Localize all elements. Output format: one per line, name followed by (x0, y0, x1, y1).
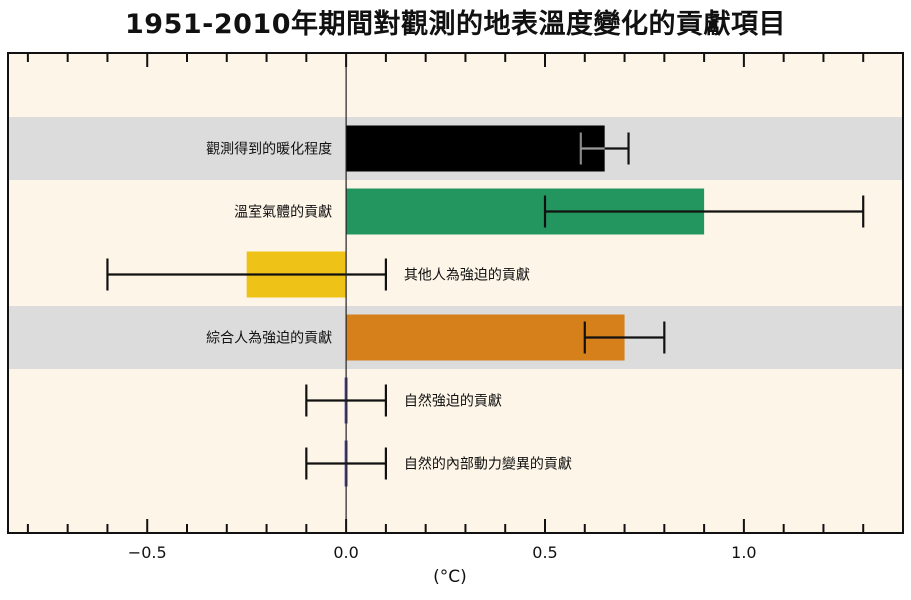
x-tick-label: 0.5 (532, 543, 557, 562)
x-axis-label: (°C) (433, 567, 467, 587)
bar (346, 125, 605, 172)
chart-title: 1951-2010年期間對觀測的地表溫度變化的貢獻項目 (125, 9, 786, 40)
category-label: 觀測得到的暖化程度 (206, 141, 332, 158)
bars-group (106, 125, 865, 487)
plot-frame (7, 52, 904, 534)
error-bar (583, 321, 666, 354)
x-tick-label: −0.5 (128, 543, 167, 562)
category-labels-group: 觀測得到的暖化程度溫室氣體的貢獻其他人為強迫的貢獻綜合人為強迫的貢獻自然強迫的貢… (206, 141, 572, 473)
error-bar (543, 195, 865, 228)
category-label: 自然強迫的貢獻 (404, 393, 502, 410)
category-label: 其他人為強迫的貢獻 (404, 268, 530, 284)
category-label: 自然的內部動力變異的貢獻 (404, 456, 572, 473)
error-bar (579, 132, 630, 165)
x-tick-label: 1.0 (731, 543, 756, 562)
x-tick-label: 0.0 (333, 543, 358, 562)
axis-group: −0.5 0.0 0.5 1.0 (7, 52, 904, 562)
category-label: 綜合人為強迫的貢獻 (206, 331, 332, 347)
bar (346, 314, 625, 361)
error-bar (106, 258, 387, 291)
category-label: 溫室氣體的貢獻 (234, 204, 332, 221)
